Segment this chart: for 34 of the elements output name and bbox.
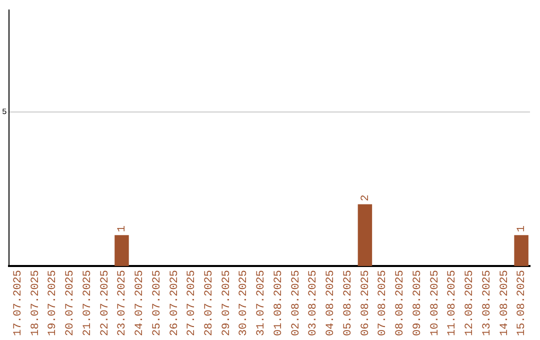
x-tick-label: 13.08.2025	[481, 270, 494, 336]
x-tick-label: 19.07.2025	[47, 270, 60, 336]
x-tick-label: 11.08.2025	[446, 270, 459, 336]
y-tick-label: 5	[2, 108, 7, 117]
x-tick-label: 31.07.2025	[256, 270, 268, 336]
x-tick-label: 09.08.2025	[412, 270, 424, 336]
x-tick-label: 20.07.2025	[64, 270, 77, 336]
x-tick-label: 25.07.2025	[151, 270, 164, 336]
x-tick-label: 08.08.2025	[394, 270, 407, 336]
x-tick-label: 07.08.2025	[377, 270, 390, 336]
x-tick-label: 01.08.2025	[272, 270, 285, 336]
data-label: 1	[116, 225, 129, 232]
x-tick-label: 27.07.2025	[186, 270, 198, 336]
x-tick-label: 24.07.2025	[134, 270, 146, 336]
data-label: 1	[516, 225, 528, 232]
x-tick-label: 03.08.2025	[308, 270, 320, 336]
x-tick-label: 28.07.2025	[204, 270, 216, 336]
x-tick-label: 17.07.2025	[12, 270, 24, 336]
x-tick-label: 14.08.2025	[498, 270, 511, 336]
x-tick-label: 18.07.2025	[30, 270, 42, 336]
x-tick-label: 10.08.2025	[429, 270, 442, 336]
x-tick-label: 21.07.2025	[82, 270, 94, 336]
x-tick-label: 22.07.2025	[99, 270, 112, 336]
x-tick-label: 26.07.2025	[168, 270, 181, 336]
x-tick-label: 04.08.2025	[325, 270, 338, 336]
x-tick-label: 12.08.2025	[464, 270, 476, 336]
data-label: 2	[360, 194, 372, 202]
x-tick-label: 05.08.2025	[342, 270, 354, 336]
x-tick-label: 06.08.2025	[360, 270, 372, 336]
x-tick-label: 30.07.2025	[238, 270, 250, 336]
x-tick-label: 15.08.2025	[516, 270, 528, 336]
x-tick-label: 29.07.2025	[220, 270, 233, 336]
x-tick-label: 02.08.2025	[290, 270, 302, 336]
x-tick-label: 23.07.2025	[116, 270, 129, 336]
